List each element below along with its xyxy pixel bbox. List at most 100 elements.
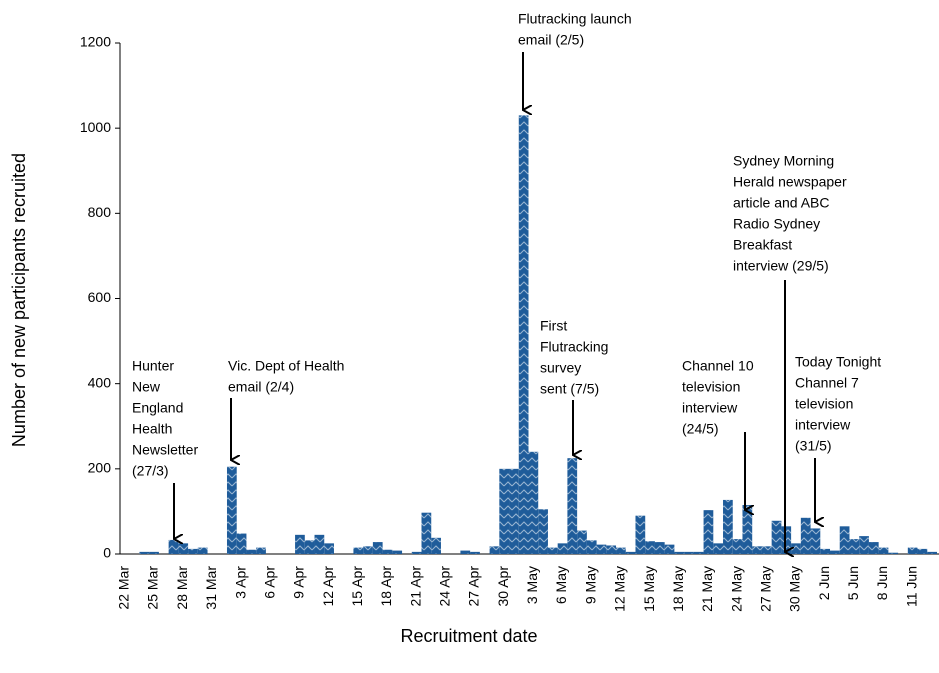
bar (139, 551, 150, 554)
bar (197, 547, 208, 554)
bar (324, 543, 334, 554)
bar (616, 547, 626, 554)
x-tick-label: 28 Mar (174, 566, 190, 610)
x-tick-label: 18 Apr (378, 566, 394, 607)
bar (178, 543, 189, 554)
y-tick-label: 200 (88, 460, 112, 476)
x-tick-label: 22 Mar (116, 566, 132, 610)
x-axis-title: Recruitment date (400, 626, 537, 646)
x-tick-label: 30 Apr (495, 566, 511, 607)
annotation-text: (27/3) (132, 463, 169, 479)
bar (684, 551, 694, 554)
bar (752, 546, 762, 554)
bar (859, 536, 869, 554)
bar (460, 550, 471, 554)
annotation-text: television (682, 379, 740, 395)
annotation-text: Hunter (132, 358, 174, 374)
bar (246, 549, 257, 554)
annotation-text: Radio Sydney (733, 216, 820, 232)
bar (888, 552, 899, 554)
annotation-text: article and ABC (733, 195, 830, 211)
bar (674, 551, 685, 554)
x-tick-label: 9 Apr (291, 566, 307, 599)
bar (839, 526, 850, 554)
bar (372, 542, 383, 554)
x-tick-label: 9 May (582, 566, 598, 604)
bar (693, 551, 704, 554)
bar (868, 542, 879, 554)
x-tick-label: 27 Apr (466, 566, 482, 607)
bar (664, 544, 675, 554)
annotation-text: interview (682, 400, 738, 416)
bar (528, 451, 539, 554)
bar (411, 551, 422, 554)
x-tick-label: 6 May (553, 566, 569, 604)
bar (927, 551, 937, 554)
annotation-text: email (2/4) (228, 379, 294, 395)
bar (732, 539, 743, 554)
x-tick-label: 15 Apr (349, 566, 365, 607)
bar (557, 543, 568, 554)
bar (606, 545, 617, 554)
bar (149, 551, 159, 554)
annotation-text: First (540, 318, 567, 334)
bar (509, 468, 519, 554)
x-tick-label: 21 May (699, 566, 715, 612)
bar (236, 533, 247, 554)
bar (917, 548, 928, 554)
y-tick-label: 600 (88, 289, 112, 305)
annotation-text: Channel 7 (795, 375, 859, 391)
x-tick-label: 2 Jun (816, 566, 832, 600)
annotation-text: England (132, 400, 183, 416)
x-tick-label: 15 May (641, 566, 657, 612)
bar (226, 466, 237, 554)
bar (713, 543, 724, 554)
bar (256, 547, 266, 554)
bar (188, 548, 198, 554)
y-tick-label: 1200 (80, 34, 111, 50)
bar (878, 547, 889, 554)
annotation-text: interview (795, 417, 851, 433)
bar (654, 542, 665, 554)
bar (830, 550, 840, 554)
y-tick-label: 400 (88, 374, 112, 390)
bar (518, 115, 529, 555)
y-tick-label: 0 (103, 545, 111, 561)
x-tick-label: 31 Mar (203, 566, 219, 610)
bar (596, 544, 607, 554)
annotation-text: (24/5) (682, 421, 719, 437)
annotation-text: Herald newspaper (733, 174, 847, 190)
annotation-text: sent (7/5) (540, 381, 599, 397)
bar (363, 546, 373, 554)
x-tick-label: 8 Jun (874, 566, 890, 600)
x-tick-label: 3 May (524, 566, 540, 604)
annotation-text: Newsletter (132, 442, 198, 458)
x-tick-label: 6 Apr (261, 566, 277, 599)
x-tick-label: 11 Jun (903, 566, 919, 607)
bar (761, 546, 772, 554)
bar (547, 547, 558, 554)
bar (645, 541, 655, 554)
x-tick-label: 18 May (670, 566, 686, 612)
x-tick-label: 12 May (612, 566, 628, 612)
annotation-text: Today Tonight (795, 354, 881, 370)
bar (703, 510, 714, 554)
bar (723, 499, 733, 554)
annotation-text: Health (132, 421, 172, 437)
annotation-text: Channel 10 (682, 358, 754, 374)
bar (567, 458, 578, 554)
annotation-text: Vic. Dept of Health (228, 358, 344, 374)
bar (392, 550, 403, 554)
bar (781, 526, 792, 554)
bar (586, 540, 597, 554)
bar (538, 509, 548, 554)
x-tick-label: 24 May (728, 566, 744, 612)
bar (304, 540, 315, 554)
annotation-text: Breakfast (733, 237, 792, 253)
bar (820, 548, 831, 554)
bar (489, 546, 500, 554)
x-tick-label: 30 May (787, 566, 803, 612)
x-tick-label: 27 May (757, 566, 773, 612)
y-axis-title: Number of new participants recruited (9, 153, 29, 447)
